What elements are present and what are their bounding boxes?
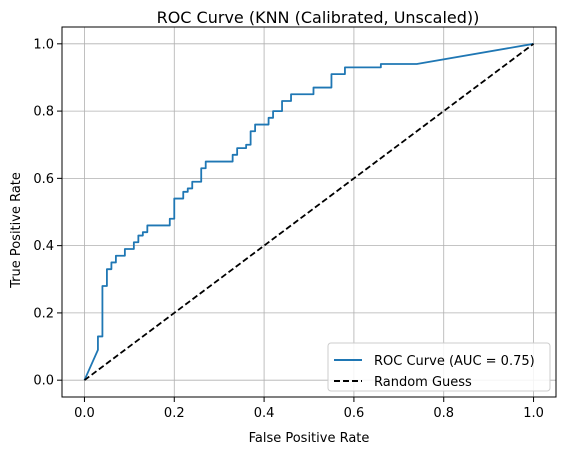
y-tick-label: 0.4 <box>33 239 54 254</box>
y-tick-label: 0.2 <box>33 306 54 321</box>
x-tick-label: 0.4 <box>254 406 275 421</box>
x-tick-label: 0.0 <box>74 406 95 421</box>
x-ticks: 0.0 0.2 0.4 0.6 0.8 1.0 <box>74 397 544 421</box>
series-layer <box>83 42 535 381</box>
grid <box>62 27 556 397</box>
y-tick-label: 0.0 <box>33 374 54 389</box>
chart-title: ROC Curve (KNN (Calibrated, Unscaled)) <box>157 8 480 27</box>
series-line-random-guess <box>83 43 535 381</box>
x-tick-label: 0.8 <box>433 406 454 421</box>
x-axis-label: False Positive Rate <box>249 431 370 446</box>
legend-label-random: Random Guess <box>374 375 472 390</box>
y-ticks: 0.0 0.2 0.4 0.6 0.8 1.0 <box>33 37 62 389</box>
x-tick-label: 1.0 <box>523 406 544 421</box>
x-tick-label: 0.6 <box>344 406 365 421</box>
plot-frame <box>61 26 557 398</box>
legend: ROC Curve (AUC = 0.75) Random Guess <box>327 342 551 392</box>
legend-box <box>327 342 551 392</box>
x-tick-label: 0.2 <box>164 406 185 421</box>
series-line-roc <box>83 42 534 381</box>
y-tick-label: 0.6 <box>33 172 54 187</box>
y-tick-label: 0.8 <box>33 105 54 120</box>
y-tick-label: 1.0 <box>33 37 54 52</box>
legend-label-roc: ROC Curve (AUC = 0.75) <box>374 354 535 369</box>
y-axis-label: True Positive Rate <box>9 172 24 289</box>
